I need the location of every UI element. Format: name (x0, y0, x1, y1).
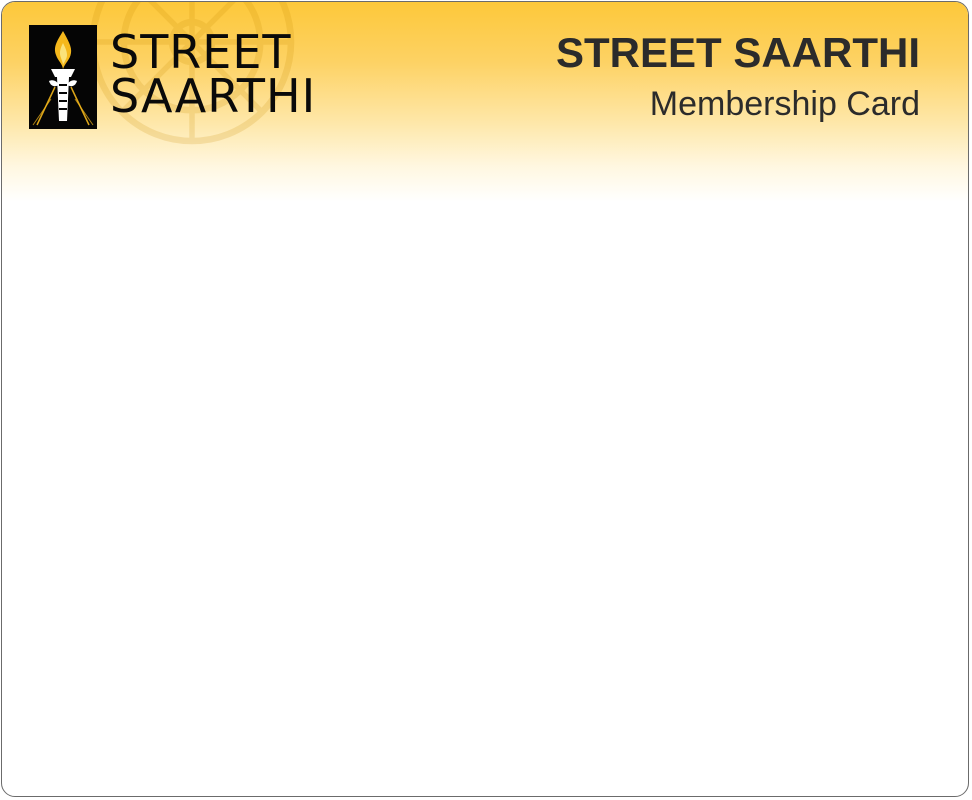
logo-wordmark: STREET SAARTHI (110, 25, 317, 123)
logo-line-2: SAARTHI (110, 69, 317, 123)
card-title-block: STREET SAARTHI Membership Card (556, 30, 920, 126)
logo-mark (29, 25, 97, 129)
card-subtitle: Membership Card (649, 85, 920, 123)
torch-hand-icon (32, 31, 94, 126)
card-title: STREET SAARTHI (555, 29, 920, 76)
card-header-band (2, 2, 968, 202)
logo-line-1: STREET (110, 25, 292, 79)
